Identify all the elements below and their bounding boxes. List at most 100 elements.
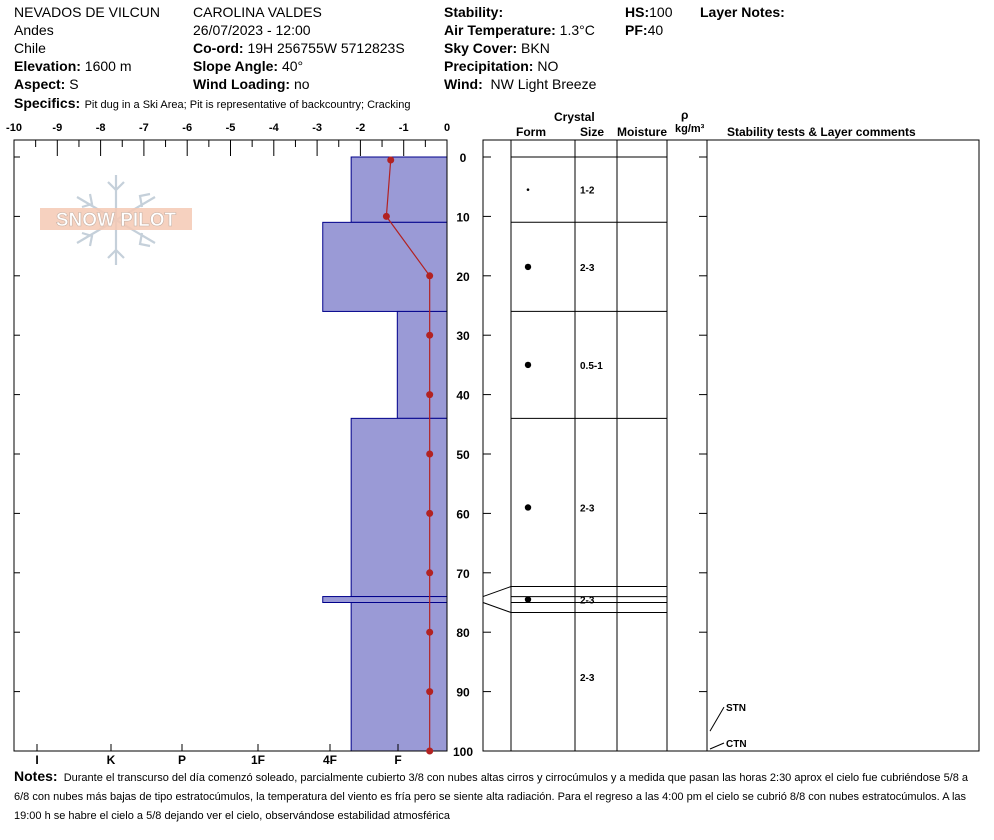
air-temp-row: Air Temperature: 1.3°C: [444, 23, 595, 37]
slope-row: Slope Angle: 40°: [193, 59, 303, 73]
hardness-bar-2: [396, 310, 448, 419]
depth-label-1: 10: [456, 210, 470, 224]
location-name: NEVADOS DE VILCUN: [14, 4, 160, 20]
watermark-text: SNOW PILOT: [56, 210, 177, 231]
observation-datetime: 26/07/2023 - 12:00: [193, 22, 311, 38]
hardness-bar-4: [322, 596, 448, 603]
coord-value: 19H 256755W 5712823S: [247, 40, 405, 56]
hardness-bars: [322, 156, 448, 752]
wind-loading-label: Wind Loading:: [193, 76, 291, 92]
hardness-label-2: P: [178, 753, 186, 767]
hardness-bar-1: [322, 221, 448, 312]
aspect-row: Aspect: S: [14, 77, 79, 91]
grain-size-label-1: 2-3: [580, 263, 595, 274]
temp-tick-label-4: -6: [182, 122, 192, 134]
hardness-label-5: F: [394, 753, 401, 767]
temp-tick-label-2: -8: [96, 122, 106, 134]
snow-profile-chart: -10 -9 -8 -7 -6 -5 -4 -3 -2 -1 0I K P 1F 4F F0102030405…: [6, 122, 980, 767]
depth-label-10: 100: [453, 745, 473, 759]
stability-test-label-1: CTN: [726, 739, 747, 750]
grain-form-symbol-2: [524, 361, 532, 369]
temperature-point-0: [387, 156, 395, 164]
slope-value: 40°: [281, 58, 304, 74]
hardness-label-0: I: [35, 753, 38, 767]
temperature-point-10: [426, 747, 434, 755]
hardness-label-3: 1F: [251, 753, 265, 767]
temperature-point-2: [426, 272, 434, 280]
grain-size-label-5: 2-3: [580, 673, 595, 684]
air-temp-label: Air Temperature:: [444, 22, 556, 38]
specifics-row: Specifics: Pit dug in a Ski Area; Pit is…: [14, 96, 410, 112]
temp-tick-label-0: -10: [6, 122, 22, 134]
stability-comments-header: Stability tests & Layer comments: [727, 125, 916, 139]
notes-block: Notes: Durante el transcurso del día com…: [14, 767, 986, 826]
rho-header: ρ: [681, 108, 689, 122]
temperature-point-5: [426, 450, 434, 458]
layer-table: 1-2 2-3 0.5-1 2-3 2-3 2-3: [482, 139, 980, 752]
pf-label: PF:: [625, 22, 648, 38]
mountain-range: Andes: [14, 22, 54, 38]
grain-size-label-3: 2-3: [580, 503, 595, 514]
temperature-point-6: [426, 509, 434, 517]
grain-form-symbol-4: [524, 596, 532, 603]
temp-tick-label-6: -4: [269, 122, 280, 134]
temp-tick-label-5: -5: [226, 122, 236, 134]
depth-label-3: 30: [456, 329, 470, 343]
pf-value: 40: [647, 22, 664, 38]
thin-layer-connector-4: [482, 586, 512, 614]
density-unit-header: kg/m³: [675, 123, 705, 135]
sky-row: Sky Cover: BKN: [444, 41, 550, 55]
precip-label: Precipitation:: [444, 58, 534, 74]
elevation-label: Elevation:: [14, 58, 81, 74]
hardness-bar-0: [350, 156, 448, 223]
hardness-bar-3: [350, 417, 448, 598]
notes-label: Notes:: [14, 768, 58, 784]
temp-tick-label-10: 0: [444, 122, 450, 134]
wind-row: Wind: NW Light Breeze: [444, 77, 596, 91]
temp-tick-label-7: -3: [312, 122, 322, 134]
wind-loading-row: Wind Loading: no: [193, 77, 310, 91]
stability-test-leader-0: [709, 706, 725, 732]
grain-size-label-0: 1-2: [580, 186, 595, 197]
coord-label: Co-ord:: [193, 40, 244, 56]
depth-label-4: 40: [456, 389, 470, 403]
hardness-bar-5: [350, 602, 448, 752]
sky-value: BKN: [521, 40, 550, 56]
temperature-point-7: [426, 569, 434, 577]
size-header: Size: [580, 125, 605, 139]
wind-label: Wind:: [444, 76, 483, 92]
crystal-header: Crystal: [554, 110, 595, 124]
country: Chile: [14, 40, 46, 56]
notes-text: Durante el transcurso del día comenzó so…: [14, 772, 969, 822]
temperature-point-4: [426, 391, 434, 399]
depth-label-7: 70: [456, 567, 470, 581]
moisture-header: Moisture: [617, 125, 668, 139]
hs-label: HS:: [625, 4, 650, 20]
stability-tests: STN CTN: [709, 703, 747, 750]
observer-name: CAROLINA VALDES: [193, 4, 322, 20]
coord-row: Co-ord: 19H 256755W 5712823S: [193, 41, 405, 55]
sky-label: Sky Cover:: [444, 40, 518, 56]
wind-loading-value: no: [293, 76, 310, 92]
wind-value: NW Light Breeze: [490, 76, 597, 92]
aspect-label: Aspect:: [14, 76, 66, 92]
temp-tick-label-9: -1: [399, 122, 409, 134]
depth-label-8: 80: [456, 626, 470, 640]
grain-size-label-4: 2-3: [580, 596, 595, 607]
temperature-point-9: [426, 688, 434, 696]
temperature-point-1: [382, 212, 390, 220]
temperature-point-8: [426, 628, 434, 636]
temp-tick-label-3: -7: [139, 122, 149, 134]
temp-tick-label-8: -2: [356, 122, 366, 134]
elevation-value: 1600 m: [84, 58, 132, 74]
hardness-label-4: 4F: [323, 753, 337, 767]
temperature-profile: [382, 156, 434, 755]
hs-value: 100: [649, 4, 673, 20]
specifics-label: Specifics:: [14, 95, 81, 111]
hs-row: HS:100: [625, 5, 672, 19]
aspect-value: S: [69, 76, 79, 92]
depth-label-0: 0: [460, 151, 467, 165]
stability-test-leader-1: [709, 742, 725, 750]
stability-test-label-0: STN: [726, 703, 746, 714]
layer-notes-label: Layer Notes:: [700, 4, 785, 20]
